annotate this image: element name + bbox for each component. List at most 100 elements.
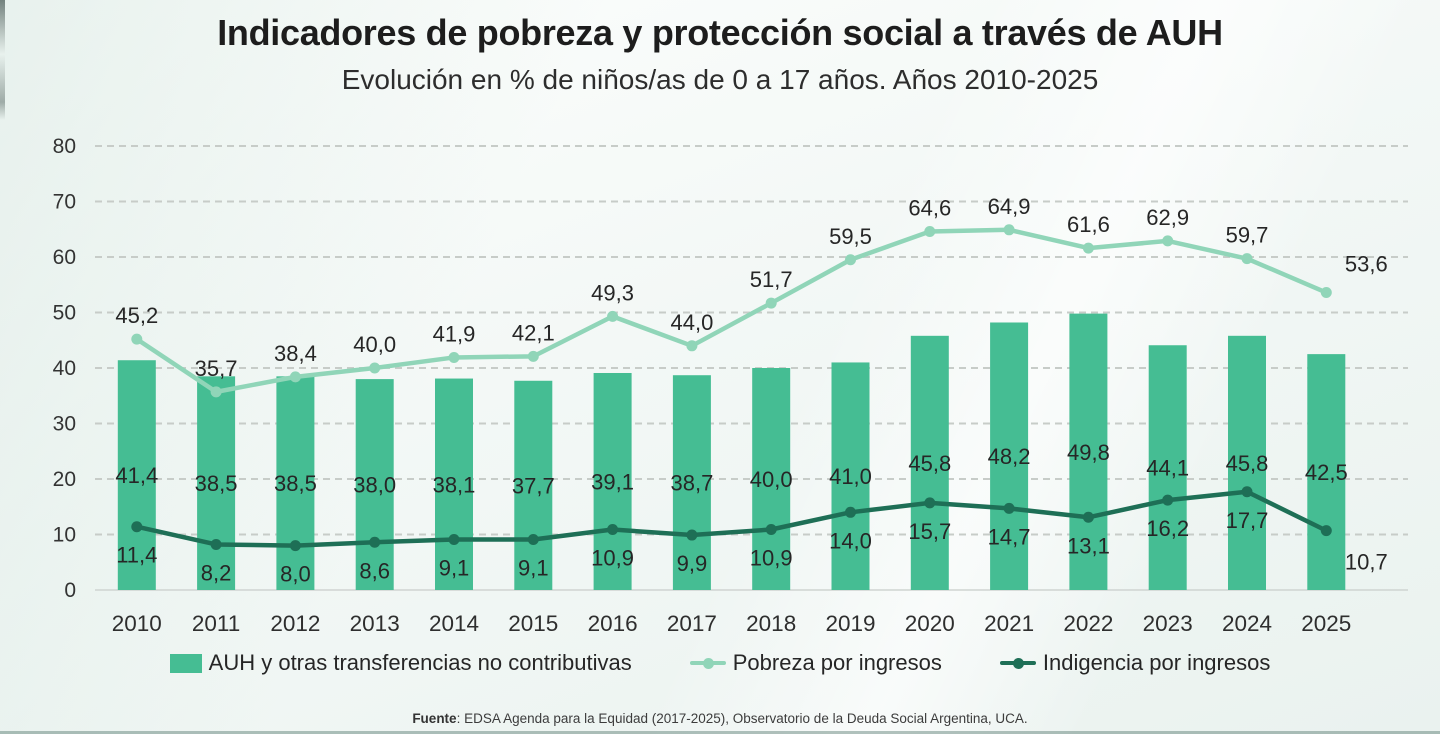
pobreza-point-2017: [686, 340, 698, 352]
pobreza-label-2021: 64,9: [988, 194, 1031, 219]
pobreza-point-2025: [1320, 287, 1332, 299]
pobreza-point-2022: [1082, 242, 1094, 254]
x-tick-label-2013: 2013: [350, 611, 400, 636]
x-tick-label-2022: 2022: [1063, 611, 1113, 636]
indigencia-label-2022: 13,1: [1067, 533, 1110, 558]
indigencia-point-2018: [765, 524, 777, 536]
indigencia-label-2025: 10,7: [1345, 550, 1388, 575]
indigencia-label-2011: 8,2: [201, 560, 232, 585]
indigencia-point-2012: [289, 540, 301, 552]
x-tick-label-2019: 2019: [825, 611, 875, 636]
indigencia-point-2017: [686, 529, 698, 541]
pobreza-label-2016: 49,3: [591, 280, 634, 305]
chart-title: Indicadores de pobreza y protección soci…: [217, 12, 1223, 53]
pobreza-point-2019: [845, 254, 856, 266]
indigencia-point-2013: [369, 536, 381, 548]
x-tick-label-2010: 2010: [112, 611, 162, 636]
bar-label-2011: 38,5: [195, 471, 238, 496]
pobreza-point-2010: [131, 333, 143, 345]
bar-label-2025: 42,5: [1305, 460, 1348, 485]
pobreza-point-2012: [289, 371, 301, 383]
indigencia-label-2016: 10,9: [591, 546, 634, 571]
indigencia-point-2016: [607, 524, 619, 536]
bar-label-2023: 44,1: [1146, 456, 1189, 481]
pobreza-point-2013: [369, 362, 381, 374]
pobreza-point-2011: [210, 386, 222, 398]
bar-label-2021: 48,2: [988, 444, 1031, 469]
y-tick-label-40: 40: [53, 357, 76, 380]
indigencia-point-2023: [1162, 494, 1174, 506]
y-tick-label-10: 10: [53, 524, 76, 547]
indigencia-point-2025: [1320, 525, 1332, 537]
indigencia-point-2021: [1003, 502, 1015, 514]
x-tick-label-2020: 2020: [905, 611, 955, 636]
source-note: Fuente: EDSA Agenda para la Equidad (201…: [0, 711, 1440, 726]
indigencia-point-2015: [527, 533, 539, 545]
bar-label-2017: 38,7: [670, 471, 713, 496]
bar-label-2019: 41,0: [829, 464, 872, 489]
indigencia-label-2013: 8,6: [359, 558, 390, 583]
pobreza-marker-icon: [702, 657, 714, 669]
pobreza-line-swatch: [689, 657, 726, 669]
bar-series-swatch: [169, 653, 202, 673]
y-tick-label-20: 20: [53, 468, 76, 491]
indigencia-label-2018: 10,9: [750, 546, 793, 571]
bar-label-2022: 49,8: [1067, 440, 1110, 465]
legend-item-pobreza: Pobreza por ingresos: [689, 650, 942, 676]
pobreza-point-2018: [765, 297, 777, 309]
indigencia-label-2020: 15,7: [908, 519, 951, 544]
pobreza-label-2020: 64,6: [908, 195, 951, 220]
x-tick-label-2025: 2025: [1301, 611, 1351, 636]
y-tick-label-50: 50: [53, 302, 76, 325]
indigencia-point-2011: [210, 538, 222, 550]
x-tick-label-2017: 2017: [667, 611, 717, 636]
indigencia-label-2024: 17,7: [1226, 508, 1269, 533]
pobreza-label-2011: 35,7: [195, 356, 238, 381]
pobreza-point-2023: [1162, 235, 1174, 247]
x-tick-label-2024: 2024: [1222, 611, 1272, 636]
bar-label-2018: 40,0: [750, 467, 793, 492]
bar-label-2014: 38,1: [433, 472, 476, 497]
pobreza-label-2010: 45,2: [115, 303, 158, 328]
pobreza-point-2021: [1003, 224, 1015, 236]
legend-item-auh: AUH y otras transferencias no contributi…: [169, 650, 632, 676]
bar-label-2020: 45,8: [908, 451, 951, 476]
indigencia-label-2017: 9,9: [677, 551, 708, 576]
pobreza-label-2025: 53,6: [1345, 252, 1388, 277]
source-text: : EDSA Agenda para la Equidad (2017-2025…: [456, 711, 1028, 726]
legend: AUH y otras transferencias no contributi…: [0, 650, 1440, 676]
x-tick-label-2012: 2012: [270, 611, 320, 636]
pobreza-point-2014: [448, 351, 460, 363]
bar-label-2010: 41,4: [115, 463, 158, 488]
pobreza-label-2019: 59,5: [829, 224, 872, 249]
pobreza-label-2012: 38,4: [274, 341, 317, 366]
legend-label-pobreza: Pobreza por ingresos: [732, 650, 942, 675]
x-tick-label-2021: 2021: [984, 611, 1034, 636]
indigencia-label-2019: 14,0: [829, 528, 872, 553]
y-tick-label-0: 0: [64, 579, 76, 602]
y-tick-label-80: 80: [53, 135, 76, 158]
indigencia-point-2024: [1241, 486, 1253, 498]
pobreza-point-2015: [527, 350, 539, 362]
bar-label-2016: 39,1: [591, 469, 634, 494]
pobreza-label-2018: 51,7: [750, 267, 793, 292]
x-tick-label-2015: 2015: [508, 611, 558, 636]
chart-header: Indicadores de pobreza y protección soci…: [0, 12, 1440, 96]
x-tick-label-2016: 2016: [588, 611, 638, 636]
x-tick-label-2011: 2011: [192, 611, 240, 636]
indigencia-point-2020: [924, 497, 936, 509]
pobreza-label-2024: 59,7: [1226, 223, 1269, 248]
source-label: Fuente: [412, 711, 457, 726]
legend-label-indigencia: Indigencia por ingresos: [1042, 650, 1271, 675]
pobreza-label-2015: 42,1: [512, 320, 555, 345]
chart-subtitle: Evolución en % de niños/as de 0 a 17 año…: [341, 64, 1099, 95]
pobreza-point-2016: [607, 310, 619, 322]
indigencia-label-2015: 9,1: [518, 555, 549, 580]
bar-label-2013: 38,0: [353, 473, 396, 498]
pobreza-point-2024: [1241, 253, 1253, 265]
indigencia-point-2022: [1082, 511, 1094, 523]
bar-label-2024: 45,8: [1226, 451, 1269, 476]
x-tick-label-2023: 2023: [1143, 611, 1193, 636]
